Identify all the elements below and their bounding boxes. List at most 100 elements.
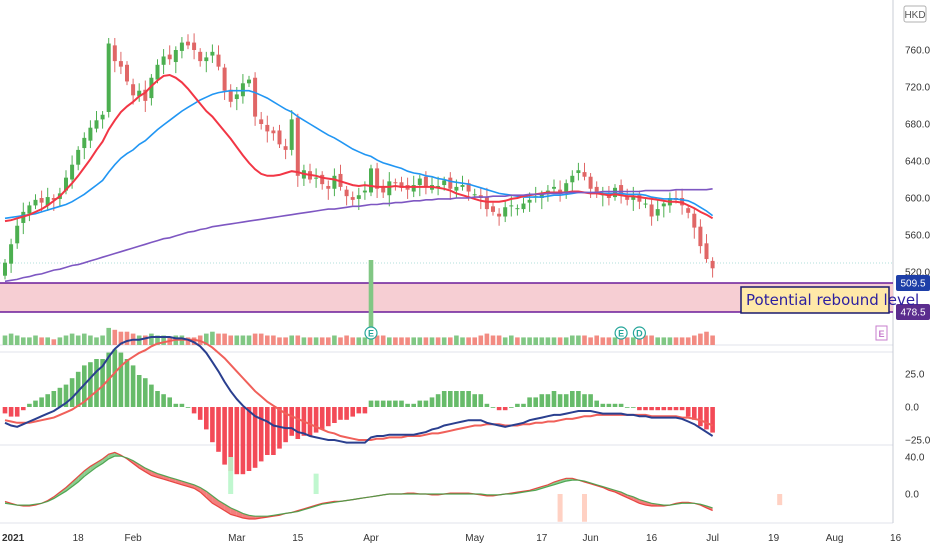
- candle[interactable]: [582, 162, 587, 181]
- candle[interactable]: [649, 197, 654, 226]
- candle[interactable]: [375, 162, 380, 198]
- candle[interactable]: [552, 179, 556, 193]
- candle[interactable]: [301, 164, 306, 186]
- candle[interactable]: [161, 49, 166, 75]
- candle[interactable]: [9, 238, 14, 273]
- candle[interactable]: [216, 45, 221, 71]
- candle[interactable]: [320, 171, 325, 190]
- candle[interactable]: [131, 78, 136, 105]
- candle[interactable]: [521, 198, 526, 213]
- candle[interactable]: [643, 198, 648, 209]
- candle[interactable]: [295, 113, 300, 187]
- currency-badge[interactable]: HKD: [903, 5, 927, 23]
- candle[interactable]: [326, 180, 331, 200]
- candle[interactable]: [247, 75, 251, 87]
- candle[interactable]: [106, 37, 111, 118]
- candle[interactable]: [3, 259, 7, 280]
- candle[interactable]: [564, 179, 569, 199]
- candle[interactable]: [692, 208, 697, 239]
- candle[interactable]: [271, 126, 276, 141]
- candlestick-series[interactable]: [3, 33, 715, 280]
- candle[interactable]: [704, 234, 709, 263]
- candle[interactable]: [265, 115, 270, 143]
- event-marker[interactable]: D: [632, 326, 647, 340]
- candle[interactable]: [222, 63, 227, 100]
- candle[interactable]: [436, 176, 441, 196]
- candle[interactable]: [631, 186, 636, 211]
- candle[interactable]: [338, 164, 343, 191]
- candle[interactable]: [308, 163, 312, 184]
- event-marker[interactable]: E: [364, 326, 378, 340]
- candle[interactable]: [332, 168, 337, 197]
- candle[interactable]: [253, 72, 258, 126]
- macd-histogram-bar: [63, 384, 69, 407]
- candle[interactable]: [613, 184, 617, 201]
- candle[interactable]: [45, 187, 50, 211]
- candle[interactable]: [137, 83, 142, 102]
- candle[interactable]: [100, 111, 105, 129]
- candle[interactable]: [515, 204, 520, 216]
- candle[interactable]: [277, 124, 282, 149]
- candle[interactable]: [198, 48, 203, 67]
- candle[interactable]: [167, 45, 172, 65]
- candle[interactable]: [600, 186, 605, 207]
- event-marker[interactable]: E: [614, 326, 628, 340]
- candle[interactable]: [15, 218, 20, 249]
- candle[interactable]: [76, 146, 81, 171]
- candle[interactable]: [430, 177, 434, 194]
- price-axis[interactable]: 760.0 720.0 680.0 640.0 600.0 560.0 520.0 25.0 0…: [905, 46, 931, 501]
- candle[interactable]: [240, 74, 245, 104]
- candle[interactable]: [393, 178, 398, 191]
- candle[interactable]: [186, 34, 190, 50]
- candle[interactable]: [112, 37, 117, 73]
- candle[interactable]: [698, 219, 703, 254]
- candle[interactable]: [448, 172, 453, 200]
- candle[interactable]: [94, 111, 99, 133]
- time-axis[interactable]: 2021 18 Feb Mar 15 Apr May 17 Jun 16 Jul 19 Aug 16: [2, 533, 902, 544]
- candle[interactable]: [125, 61, 129, 86]
- candle[interactable]: [344, 185, 349, 206]
- candle[interactable]: [192, 33, 197, 60]
- candle[interactable]: [381, 179, 386, 199]
- candle[interactable]: [289, 110, 294, 156]
- candle[interactable]: [576, 162, 581, 181]
- candle[interactable]: [405, 177, 410, 199]
- candle[interactable]: [27, 201, 32, 222]
- candle[interactable]: [179, 37, 184, 59]
- candle[interactable]: [283, 138, 288, 160]
- candle[interactable]: [210, 44, 215, 63]
- candle[interactable]: [497, 208, 502, 226]
- annotation-box[interactable]: Potential rebound level: [740, 286, 919, 314]
- candle[interactable]: [143, 80, 148, 112]
- candle[interactable]: [558, 180, 563, 202]
- candle[interactable]: [149, 74, 154, 106]
- event-marker-end[interactable]: E: [875, 325, 888, 341]
- candle[interactable]: [710, 257, 715, 278]
- candle[interactable]: [491, 202, 495, 216]
- candle[interactable]: [314, 168, 319, 188]
- candle[interactable]: [655, 199, 660, 222]
- candle[interactable]: [204, 51, 209, 73]
- candle[interactable]: [503, 199, 508, 223]
- candle[interactable]: [594, 181, 599, 198]
- candle[interactable]: [417, 174, 422, 197]
- candle[interactable]: [33, 194, 38, 210]
- candle[interactable]: [637, 190, 642, 210]
- candle[interactable]: [387, 172, 392, 207]
- candle[interactable]: [118, 51, 123, 75]
- candle[interactable]: [399, 176, 404, 192]
- candle[interactable]: [82, 132, 87, 160]
- candle-body: [167, 54, 172, 60]
- candle[interactable]: [661, 199, 666, 218]
- candle[interactable]: [478, 187, 483, 210]
- candle[interactable]: [173, 46, 178, 74]
- candle[interactable]: [369, 164, 373, 197]
- candle[interactable]: [228, 84, 233, 108]
- candle[interactable]: [21, 202, 26, 235]
- candle[interactable]: [570, 170, 575, 194]
- candle[interactable]: [686, 204, 691, 219]
- candle[interactable]: [259, 111, 264, 130]
- candle[interactable]: [350, 191, 355, 206]
- candle[interactable]: [88, 120, 93, 149]
